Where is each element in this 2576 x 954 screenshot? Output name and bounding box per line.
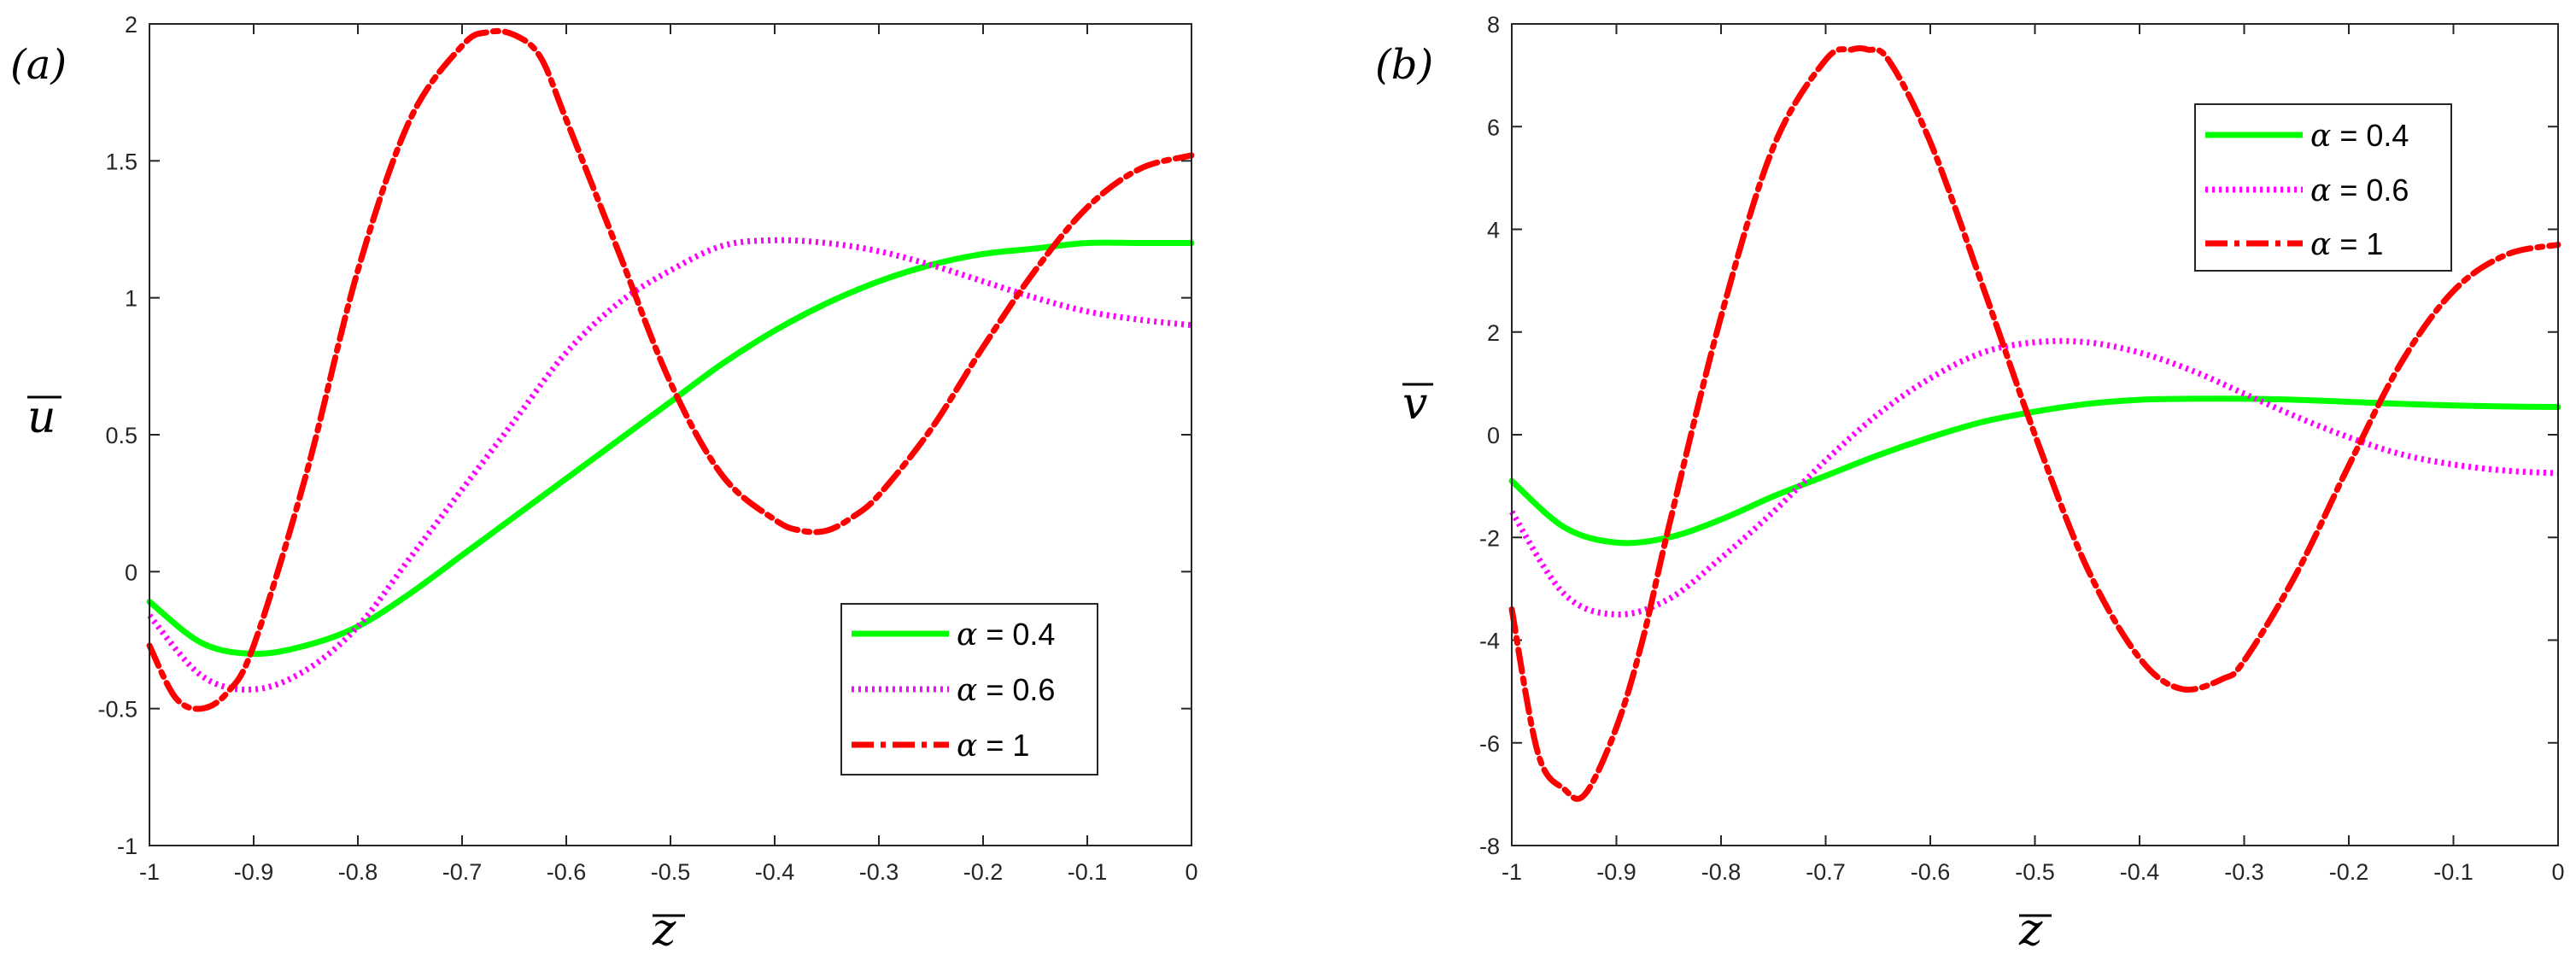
panel-a-series-line-1 <box>147 237 1192 693</box>
panel-a-ytick-label: -1 <box>117 834 138 859</box>
panel-b-ytick-label: -6 <box>1479 731 1500 757</box>
panel-b-ticks: -1 -0.9 -0.8 -0.7 -0.6 -0.5 -0.4 -0.3 -0.2 -0.1 0 -… <box>1479 12 2565 885</box>
panel-a-ytick-label: 2 <box>125 12 138 38</box>
panel-a-legend: α = 0.4 α = 0.6 α = 1 <box>840 603 1098 775</box>
panel-b-xtick-label: -0.1 <box>2433 859 2474 885</box>
panel-a-ytick-label: 0.5 <box>105 423 138 448</box>
panel-a-legend-entry-1: α = 0.6 <box>957 672 1055 708</box>
panel-a-xtick-label: -0.1 <box>1068 859 1108 885</box>
panel-b-xtick-label: -1 <box>1502 859 1522 885</box>
panel-b: (b) -1 -0.9 -0.8 -0.7 -0.6 -0.5 -0.4 -0.3 -0.2 -0… <box>1375 12 2565 954</box>
panel-b-xtick-label: -0.5 <box>2015 859 2055 885</box>
panel-b-xtick-label: 0 <box>2551 859 2564 885</box>
panel-b-legend-entry-2: α = 1 <box>2310 226 2383 262</box>
panel-a-xtick-label: 0 <box>1185 859 1197 885</box>
panel-a-ytick-label: 1.5 <box>105 149 138 174</box>
panel-b-ytick-label: 6 <box>1487 114 1500 140</box>
panel-a-label: (a) <box>10 41 67 89</box>
panel-b-xtick-label: -0.2 <box>2329 859 2369 885</box>
panel-b-ytick-label: -4 <box>1479 629 1500 654</box>
panel-b-xtick-label: -0.6 <box>1911 859 1951 885</box>
panel-b-ytick-label: 4 <box>1487 218 1500 243</box>
panel-a-xtick-label: -0.2 <box>963 859 1004 885</box>
panel-b-legend-entry-0: α = 0.4 <box>2310 118 2409 154</box>
panel-a-xtick-label: -1 <box>139 859 160 885</box>
panel-a-xlabel-text: z <box>652 904 676 954</box>
panel-b-ytick-label: -2 <box>1479 525 1500 551</box>
panel-a-xtick-label: -0.5 <box>651 859 691 885</box>
panel-a: (a) -1 -0.9 -0.8 -0.7 -0.6 -0.5 -0.4 -0.3 -0.2 -0… <box>10 12 1198 954</box>
panel-a-xlabel: z <box>652 904 685 954</box>
panel-a-xtick-label: -0.9 <box>234 859 274 885</box>
panel-b-legend: α = 0.4 α = 0.6 α = 1 <box>2194 103 2452 272</box>
panel-a-ytick-label: -0.5 <box>97 697 138 723</box>
panel-b-series-line-2 <box>1508 45 2561 802</box>
panel-a-series-line-0 <box>146 239 1195 658</box>
panel-a-xtick-label: -0.3 <box>859 859 899 885</box>
panel-b-xtick-label: -0.7 <box>1806 859 1846 885</box>
panel-b-ytick-label: -8 <box>1479 834 1500 859</box>
panel-a-xtick-label: -0.7 <box>442 859 483 885</box>
panel-a-ytick-label: 1 <box>125 286 138 312</box>
panel-b-ylabel-text: v <box>1402 378 1427 430</box>
panel-b-xlabel: z <box>2018 904 2052 954</box>
panel-a-ylabel-text: u <box>27 392 56 443</box>
panel-b-xtick-label: -0.9 <box>1596 859 1636 885</box>
panel-a-xtick-label: -0.8 <box>338 859 378 885</box>
panel-b-ytick-label: 2 <box>1487 320 1500 346</box>
panel-b-ytick-label: 0 <box>1487 423 1500 448</box>
panel-b-label: (b) <box>1375 41 1433 89</box>
panel-a-legend-entry-0: α = 0.4 <box>957 617 1055 653</box>
panel-a-series-line-2 <box>146 27 1195 712</box>
panel-a-axes-box <box>149 23 1192 846</box>
panel-b-series-line-1 <box>1509 337 2559 617</box>
panel-b-xlabel-text: z <box>2018 904 2043 954</box>
panel-a-ytick-label: 0 <box>125 559 138 585</box>
panel-b-xtick-label: -0.3 <box>2224 859 2264 885</box>
panel-b-series <box>1508 45 2561 802</box>
panel-b-ytick-label: 8 <box>1487 12 1500 38</box>
panel-b-xtick-label: -0.8 <box>1701 859 1742 885</box>
panel-b-xtick-label: -0.4 <box>2120 859 2160 885</box>
panel-a-series <box>146 27 1195 712</box>
panel-b-ylabel: v <box>1402 378 1433 430</box>
panel-a-ticks: -1 -0.9 -0.8 -0.7 -0.6 -0.5 -0.4 -0.3 -0.2 -0.1 0 -… <box>97 12 1197 885</box>
panel-a-xtick-label: -0.4 <box>755 859 795 885</box>
panel-a-legend-entry-2: α = 1 <box>957 728 1029 764</box>
panel-a-xtick-label: -0.6 <box>547 859 587 885</box>
panel-b-legend-entry-1: α = 0.6 <box>2310 173 2409 208</box>
panel-b-axes-box <box>1511 23 2559 846</box>
panel-a-ylabel: u <box>27 392 61 443</box>
